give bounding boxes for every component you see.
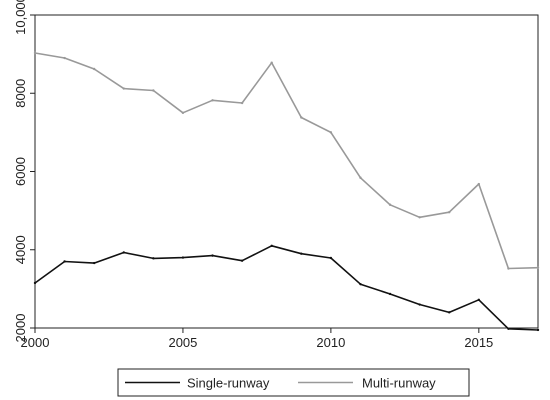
data-point-single-runway-2003 — [122, 251, 125, 254]
data-point-single-runway-2000 — [33, 281, 37, 285]
series-line-multi-runway — [34, 52, 539, 270]
data-point-single-runway-2008 — [270, 244, 273, 248]
data-point-multi-runway-2001 — [63, 56, 66, 60]
data-point-single-runway-2011 — [359, 282, 362, 286]
data-point-multi-runway-2005 — [181, 111, 185, 115]
data-point-single-runway-2007 — [240, 259, 244, 262]
data-point-single-runway-2017 — [536, 328, 540, 332]
data-point-single-runway-2004 — [152, 257, 155, 260]
data-point-single-runway-2010 — [329, 256, 333, 260]
data-point-single-runway-2012 — [388, 292, 392, 296]
series-line-single-runway — [34, 245, 539, 331]
data-point-multi-runway-2009 — [300, 116, 303, 119]
x-tick-label: 2005 — [168, 335, 197, 350]
x-tick-label: 2015 — [464, 335, 493, 350]
data-point-single-runway-2006 — [211, 254, 214, 257]
data-point-multi-runway-2000 — [33, 51, 37, 55]
data-point-multi-runway-2008 — [270, 61, 273, 64]
y-tick-label: 8000 — [13, 79, 28, 108]
data-point-single-runway-2005 — [181, 256, 185, 259]
data-point-multi-runway-2015 — [477, 182, 481, 186]
data-point-multi-runway-2006 — [211, 99, 214, 102]
data-point-single-runway-2014 — [448, 311, 451, 314]
legend-label-single-runway: Single-runway — [187, 376, 270, 391]
data-point-multi-runway-2017 — [536, 266, 540, 269]
plot-frame — [34, 14, 539, 329]
x-tick-label: 2010 — [316, 335, 345, 350]
data-point-multi-runway-2013 — [418, 216, 421, 219]
legend-label-multi-runway: Multi-runway — [362, 376, 436, 391]
y-tick-label: 4000 — [13, 235, 28, 264]
data-point-multi-runway-2016 — [507, 267, 510, 270]
data-point-single-runway-2016 — [507, 327, 510, 330]
data-point-multi-runway-2002 — [92, 67, 96, 71]
data-point-single-runway-2001 — [63, 260, 66, 263]
data-point-single-runway-2009 — [300, 252, 303, 255]
data-point-multi-runway-2014 — [448, 210, 451, 214]
data-point-multi-runway-2012 — [388, 203, 392, 206]
data-point-single-runway-2002 — [92, 261, 96, 265]
y-tick-label: 6000 — [13, 157, 28, 186]
y-tick-label: 10,000 — [13, 0, 28, 35]
data-point-multi-runway-2003 — [122, 87, 125, 90]
legend: Single-runway Multi-runway — [117, 368, 470, 397]
data-point-single-runway-2013 — [418, 303, 421, 306]
series-layer — [33, 51, 540, 332]
data-point-single-runway-2015 — [477, 298, 481, 302]
x-tick-label: 2000 — [21, 335, 50, 350]
data-point-multi-runway-2010 — [329, 131, 333, 134]
axes: 2000 2005 2010 2015 2000 4000 6000 8000 10,000 — [13, 0, 539, 350]
data-point-multi-runway-2004 — [152, 89, 155, 92]
y-tick-label: 2000 — [13, 314, 28, 343]
data-point-multi-runway-2011 — [359, 176, 362, 179]
data-point-multi-runway-2007 — [240, 101, 244, 105]
